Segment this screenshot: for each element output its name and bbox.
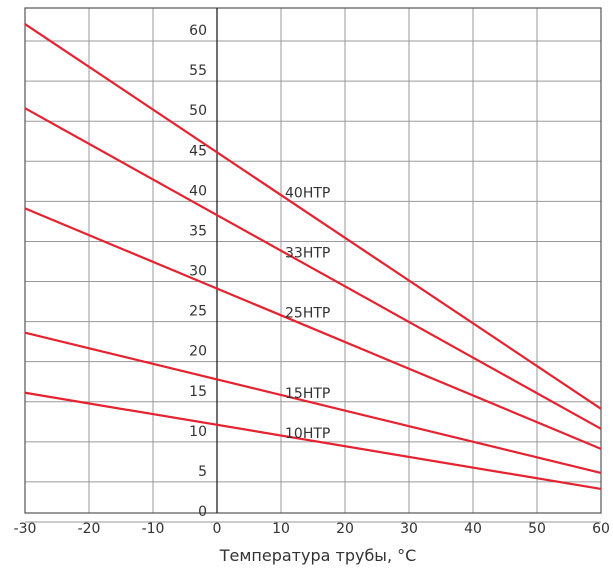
x-tick-label: -30: [14, 521, 37, 537]
series-line-33htp: [24, 107, 602, 430]
series-label-33htp: 33HTP: [285, 245, 330, 261]
y-tick-label: 40: [189, 183, 207, 199]
series-label-10htp: 10HTP: [285, 426, 330, 442]
x-tick-labels: -30 -20 -10 0 10 20 30 40 50 60: [14, 521, 610, 537]
series-line-25htp: [24, 207, 602, 450]
x-tick-label: 20: [336, 521, 354, 537]
y-tick-label: 15: [189, 384, 207, 400]
y-tick-label: 50: [189, 103, 207, 119]
y-tick-labels: 0 5 10 15 20 25 30 35 40 45 50 55 60: [189, 23, 207, 520]
x-tick-label: -10: [142, 521, 165, 537]
series-labels: 40HTP 33HTP 25HTP 15HTP 10HTP: [285, 185, 330, 441]
series-layer: [24, 23, 602, 491]
y-tick-label: 25: [189, 304, 207, 320]
x-tick-label: 40: [464, 521, 482, 537]
x-tick-label: -20: [78, 521, 101, 537]
series-line-15htp: [24, 331, 602, 474]
plot-frame: [24, 7, 602, 514]
x-axis-label: Температура трубы, °C: [219, 546, 417, 565]
series-label-40htp: 40HTP: [285, 185, 330, 201]
y-tick-label: 30: [189, 264, 207, 280]
x-tick-label: 30: [400, 521, 418, 537]
y-tick-label: 0: [198, 504, 207, 520]
series-line-40htp: [24, 23, 602, 410]
x-tick-label: 50: [528, 521, 546, 537]
y-tick-label: 55: [189, 63, 207, 79]
x-tick-label: 0: [213, 521, 222, 537]
series-label-25htp: 25HTP: [285, 306, 330, 322]
x-tick-label: 10: [272, 521, 290, 537]
y-tick-label: 5: [198, 464, 207, 480]
grid: [24, 8, 602, 523]
y-tick-label: 35: [189, 223, 207, 239]
y-tick-label: 60: [189, 23, 207, 39]
x-tick-label: 60: [592, 521, 610, 537]
series-line-10htp: [24, 391, 602, 491]
y-tick-label: 45: [189, 143, 207, 159]
y-tick-label: 20: [189, 344, 207, 360]
series-label-15htp: 15HTP: [285, 386, 330, 402]
y-tick-label: 10: [189, 424, 207, 440]
